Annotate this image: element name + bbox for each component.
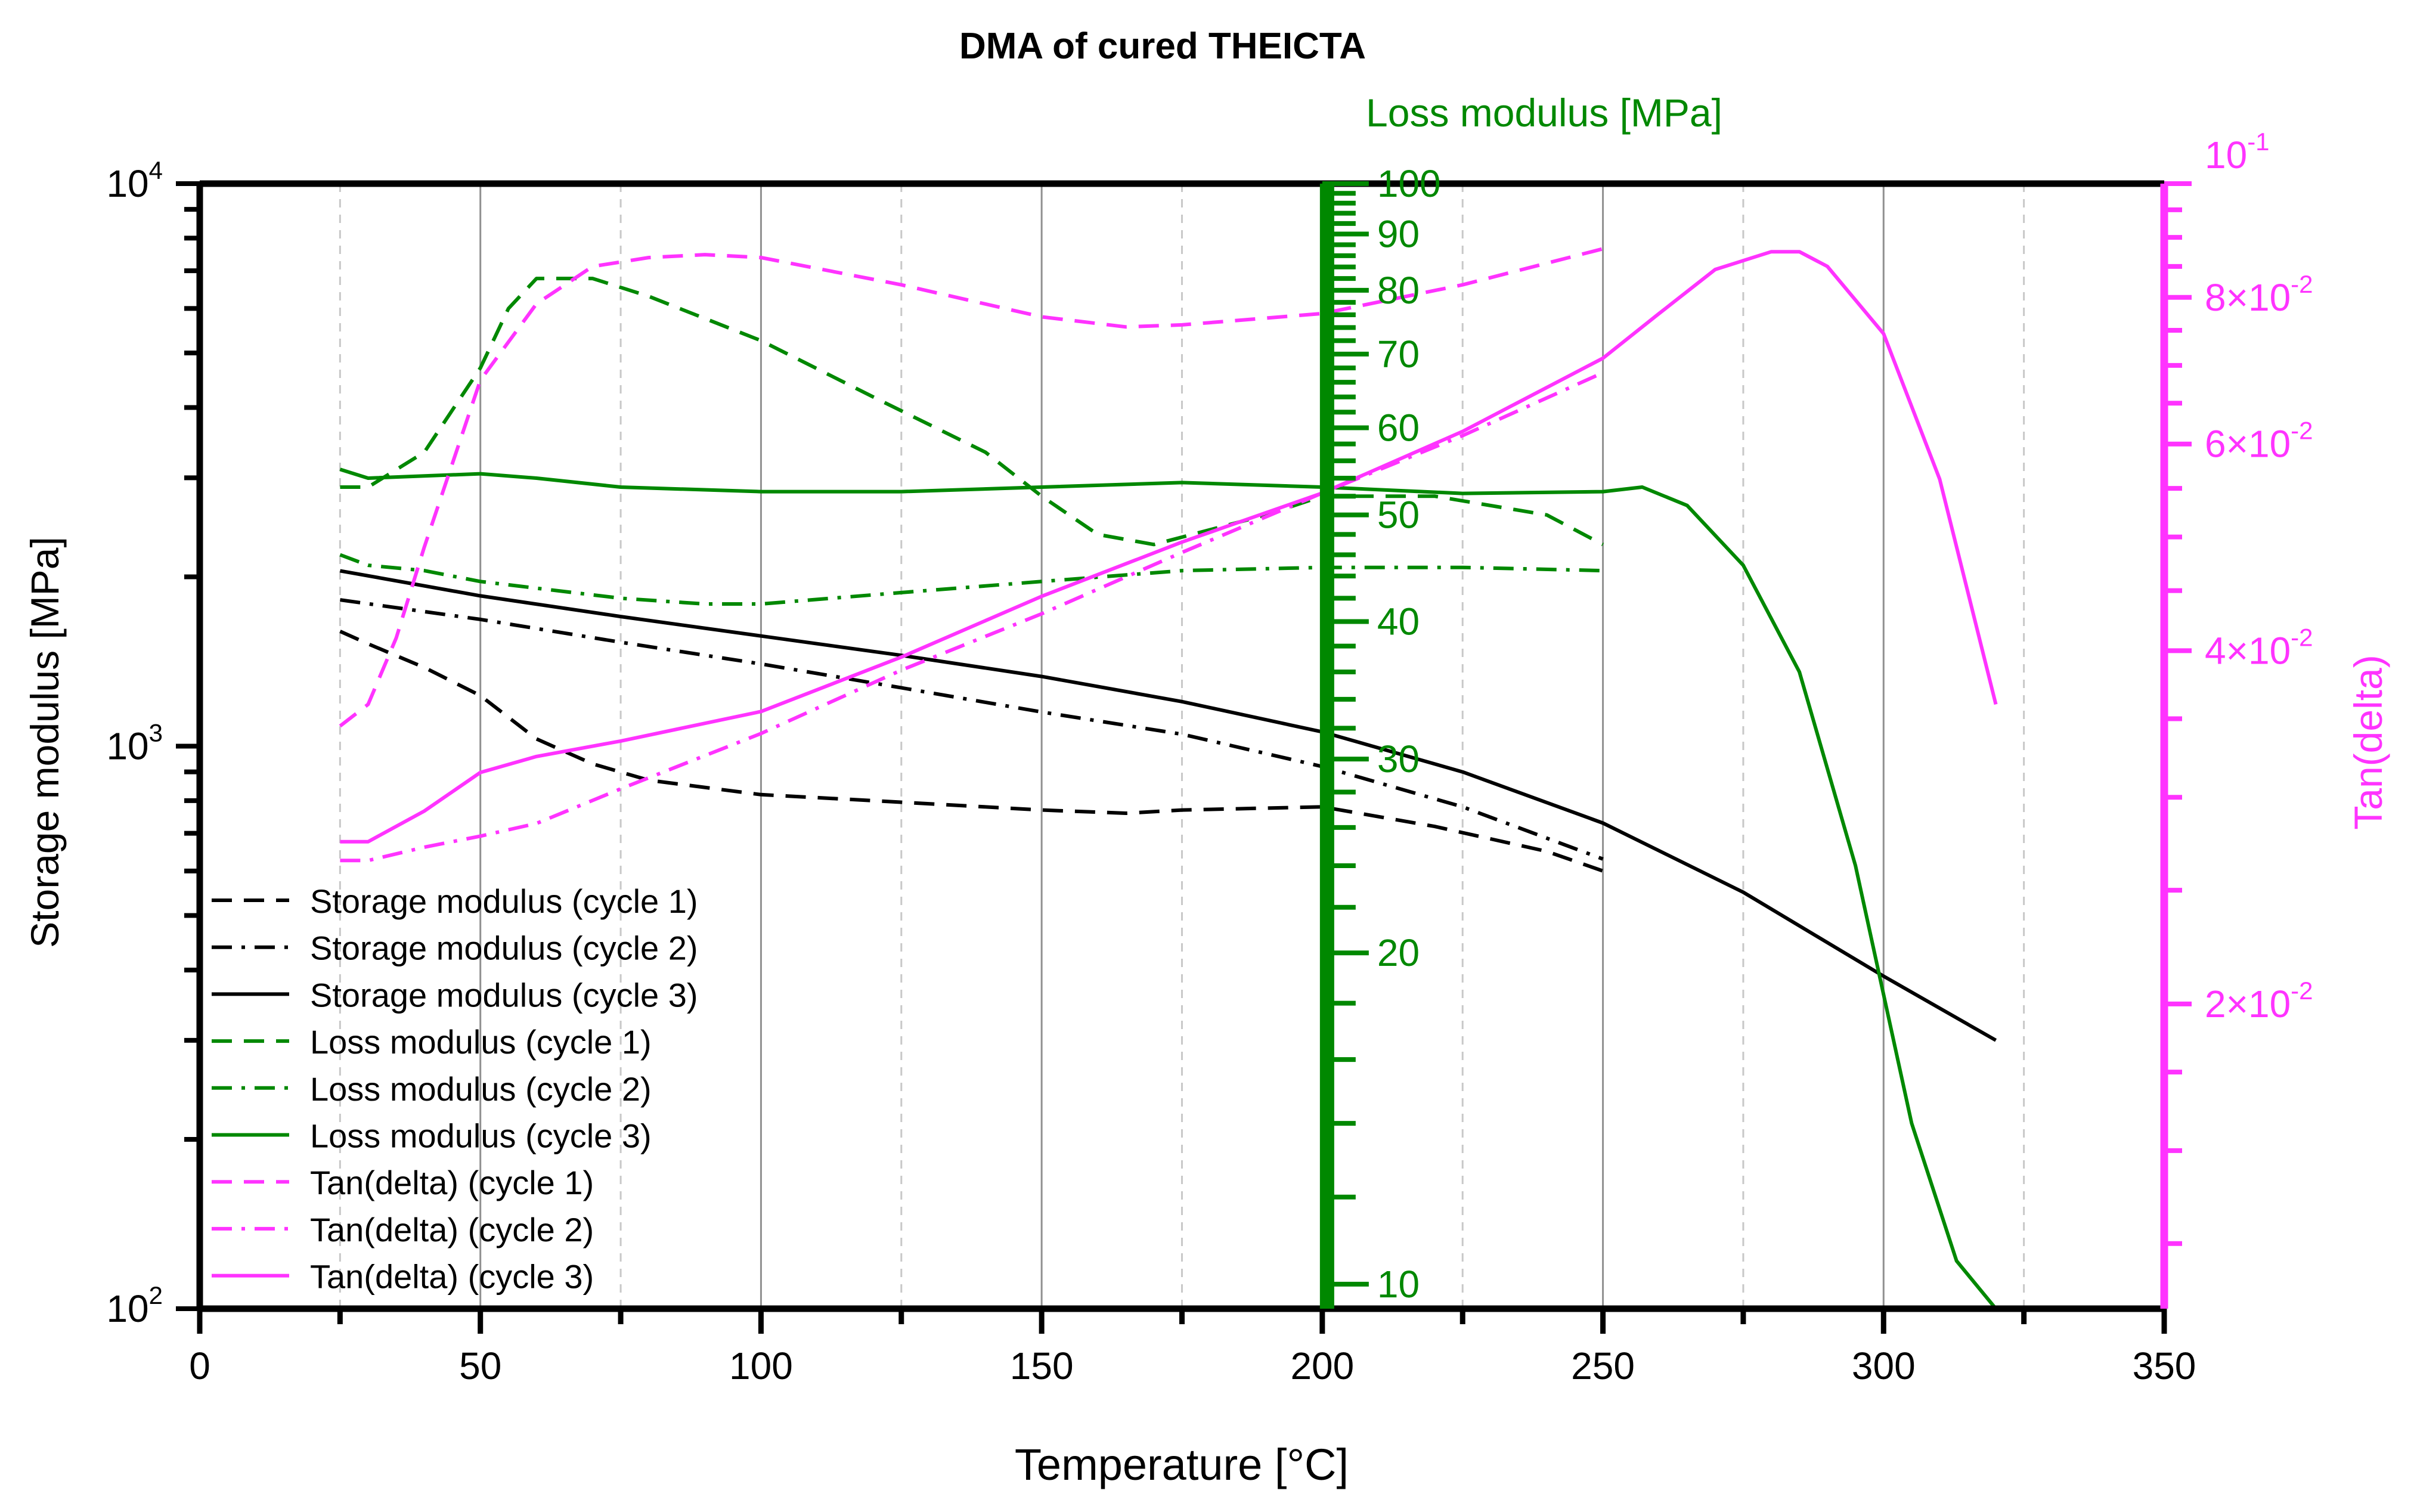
left-tick-exponent: 2 [149, 1281, 163, 1309]
x-tick-label: 0 [189, 1344, 210, 1387]
axes: 0 50 100 150 200 250 300 3501021031041020304050… [106, 128, 2313, 1387]
legend-label: Tan(delta) (cycle 2) [310, 1211, 594, 1248]
middle-axis-title: Loss modulus [MPa] [1366, 91, 1722, 135]
x-tick-label: 150 [1010, 1344, 1074, 1387]
legend-label: Tan(delta) (cycle 1) [310, 1164, 594, 1201]
right-tick-exponent: -2 [2291, 623, 2313, 651]
legend-label: Tan(delta) (cycle 3) [310, 1258, 594, 1296]
x-axis-title: Temperature [°C] [1015, 1440, 1349, 1489]
right-tick-exponent: -2 [2291, 417, 2313, 445]
series-line-loss-modulus-cycle-3 [339, 467, 1997, 1310]
right-axis-title: Tan(delta) [2346, 655, 2390, 830]
middle-tick-label: 90 [1377, 212, 1420, 255]
legend-label: Storage modulus (cycle 3) [310, 976, 698, 1014]
x-tick-label: 300 [1852, 1344, 1916, 1387]
middle-tick-label: 20 [1377, 931, 1420, 974]
right-tick-exponent: -2 [2291, 270, 2313, 298]
middle-tick-label: 10 [1377, 1263, 1420, 1306]
legend-label: Loss modulus (cycle 1) [310, 1023, 652, 1061]
middle-tick-label: 70 [1377, 333, 1420, 376]
middle-tick-label: 60 [1377, 407, 1420, 450]
middle-tick-label: 30 [1377, 738, 1420, 780]
legend-label: Loss modulus (cycle 3) [310, 1117, 652, 1155]
legend-label: Storage modulus (cycle 1) [310, 882, 698, 920]
series-line-tan-delta-cycle-2 [340, 371, 1604, 863]
x-tick-label: 350 [2133, 1344, 2196, 1387]
left-tick-exponent: 3 [149, 719, 163, 747]
x-tick-label: 200 [1290, 1344, 1354, 1387]
legend: Storage modulus (cycle 1) Storage modulus… [212, 882, 698, 1296]
x-tick-label: 100 [729, 1344, 793, 1387]
chart-title: DMA of cured THEICTA [959, 26, 1366, 67]
legend-label: Loss modulus (cycle 2) [310, 1070, 652, 1108]
right-tick-label: 6×10-2 [2205, 417, 2313, 466]
x-tick-label: 250 [1571, 1344, 1635, 1387]
middle-tick-label: 50 [1377, 494, 1420, 537]
legend-label: Storage modulus (cycle 2) [310, 929, 698, 967]
right-tick-exponent: -2 [2291, 977, 2313, 1005]
middle-tick-label: 100 [1377, 162, 1441, 205]
left-axis-title: Storage modulus [MPa] [23, 537, 67, 948]
x-tick-label: 50 [459, 1344, 501, 1387]
series-line-storage-modulus-cycle-1 [339, 630, 1604, 873]
middle-tick-label: 40 [1377, 600, 1420, 643]
series-line-tan-delta-cycle-1 [339, 247, 1604, 728]
middle-tick-label: 80 [1377, 269, 1420, 312]
right-tick-exponent: -1 [2247, 128, 2269, 156]
series-line-storage-modulus-cycle-3 [339, 569, 1997, 1042]
left-tick-exponent: 4 [149, 156, 163, 184]
